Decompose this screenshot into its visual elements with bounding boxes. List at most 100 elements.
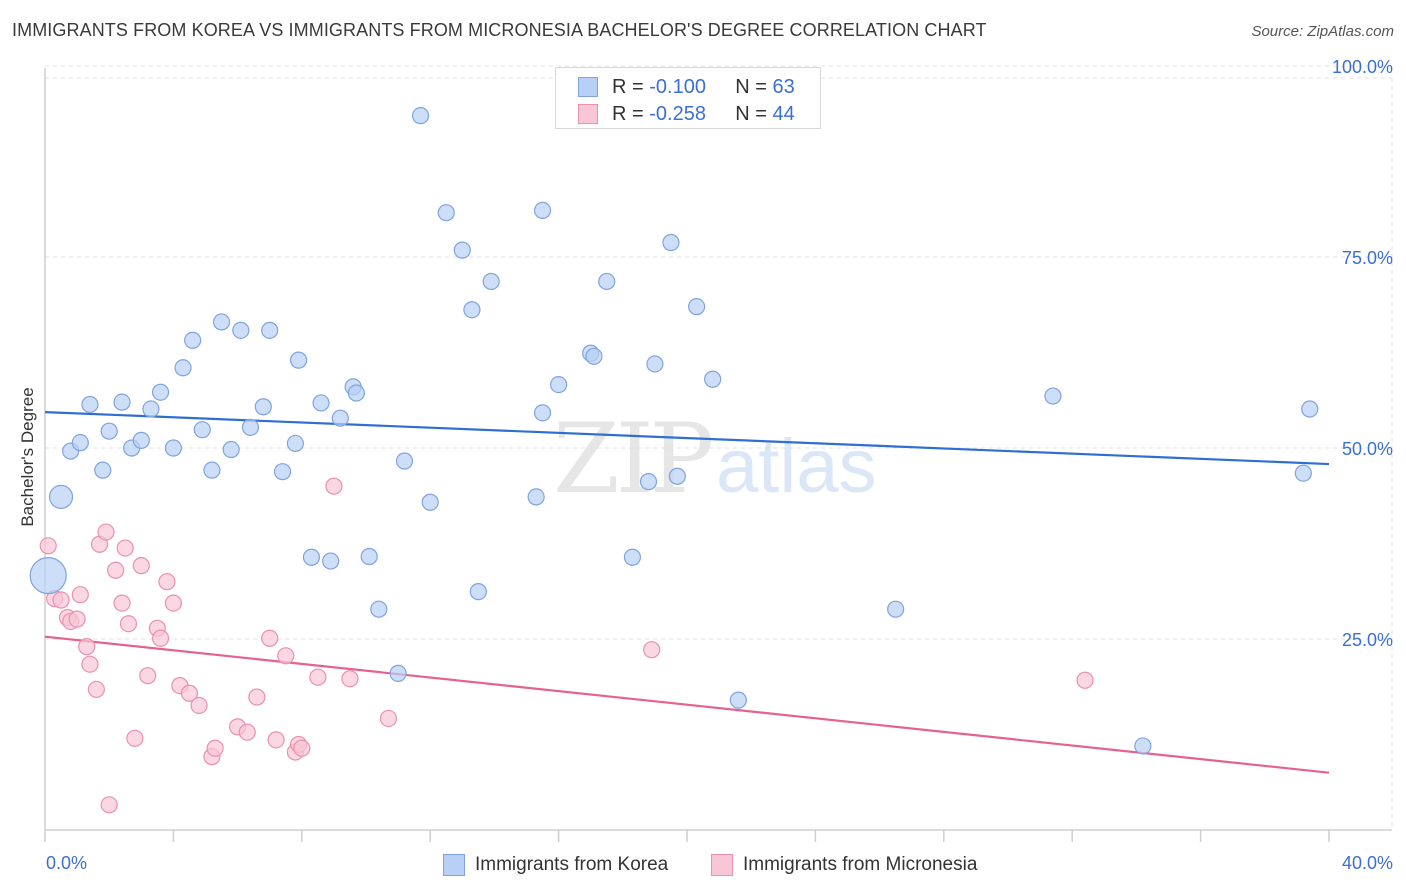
micronesia-point [238,723,256,741]
korea-point [668,467,686,485]
legend-item-korea[interactable]: Immigrants from Korea [443,852,668,878]
r-label: R = [612,75,650,98]
x-tick-label-min: 0.0% [46,853,87,873]
korea-point [533,404,552,422]
y-tick-label: 25.0% [1342,630,1393,650]
korea-point [469,583,487,601]
micronesia-point [277,647,295,665]
micronesia-point [87,680,105,699]
korea-point [527,488,545,506]
legend-row-korea: R = -0.100 N = 63 [578,75,795,99]
micronesia-point [126,729,144,747]
korea-point [113,393,131,411]
korea-swatch [443,854,465,876]
legend-item-micronesia[interactable]: Immigrants from Micronesia [711,852,977,878]
tick-labels: 25.0% 50.0% 75.0% 100.0% 0.0% 40.0% [46,57,1393,873]
korea-point [482,272,500,291]
micronesia-point [100,796,118,814]
micronesia-point [81,655,99,673]
micronesia-point [158,573,176,591]
korea-point [164,439,182,457]
korea-point [887,600,905,618]
micronesia-point [261,629,279,647]
korea-point [174,359,192,377]
n-label: N = [735,102,773,125]
korea-point [261,321,279,339]
korea-point [1044,387,1062,405]
korea-point [331,409,349,427]
micronesia-point [206,739,224,757]
micronesia-r-value: -0.258 [649,102,706,125]
chart-source: Source: ZipAtlas.com [1251,23,1394,40]
micronesia-n-value: 44 [772,102,795,125]
korea-point [48,484,74,509]
micronesia-point [113,594,131,612]
r-label: R = [612,102,650,125]
micronesia-point [248,688,266,706]
korea-n-value: 63 [772,75,795,98]
korea-r-value: -0.100 [649,75,706,98]
micronesia-point [132,557,150,575]
x-tick-label-max: 40.0% [1342,853,1393,873]
watermark-zip: ZIP [553,403,712,515]
grid-lines [45,65,1393,830]
korea-point [421,493,439,511]
korea-point [347,384,365,402]
korea-point [289,351,308,369]
correlation-legend: R = -0.100 N = 63 R = -0.258 N = 44 [555,67,821,129]
korea-point [273,463,292,481]
micronesia-point [341,670,359,688]
korea-point [463,301,481,319]
micronesia-point [151,629,170,647]
korea-point [94,461,112,479]
korea-point [212,313,231,331]
micronesia-point [52,591,70,609]
korea-point [81,395,99,414]
micronesia-point [267,731,285,749]
korea-point [729,691,747,709]
korea-point [222,440,240,459]
korea-point [302,548,321,566]
micronesia-point [190,696,208,715]
micronesia-swatch [711,854,733,876]
chart-title: IMMIGRANTS FROM KOREA VS IMMIGRANTS FROM… [12,20,987,40]
korea-point [395,452,414,470]
korea-point [437,204,455,222]
micronesia-point [180,684,199,702]
korea-point [389,664,407,682]
korea-point [286,434,304,453]
micronesia-point [293,739,311,757]
korea-point [203,461,221,479]
axes [44,68,1392,842]
micronesia-point [1076,671,1094,689]
legend-row-micronesia: R = -0.258 N = 44 [578,102,795,126]
korea-point [312,394,330,412]
y-axis-label: Bachelor's Degree [18,387,37,527]
data-points [29,107,1319,814]
korea-point [322,552,340,570]
watermark: ZIP atlas [553,403,877,515]
n-label: N = [735,75,773,98]
micronesia-point [119,615,138,633]
trend-lines [44,410,1330,774]
micronesia-point [379,709,398,728]
korea-point [623,548,642,566]
legend-label-micronesia: Immigrants from Micronesia [743,854,978,875]
korea-point [549,375,568,394]
micronesia-point [309,668,327,686]
korea-point [1294,464,1312,482]
y-tick-label: 75.0% [1342,248,1393,268]
micronesia-point [139,667,157,685]
legend-label-korea: Immigrants from Korea [475,854,669,875]
micronesia-point [643,641,661,659]
korea-swatch [578,77,598,97]
korea-point [132,431,150,449]
korea-point [193,421,211,439]
korea-trend-line [44,410,1330,466]
korea-point [1301,400,1319,418]
micronesia-point [97,523,115,541]
korea-point [533,201,552,219]
korea-point [151,383,170,401]
micronesia-point [68,610,86,628]
